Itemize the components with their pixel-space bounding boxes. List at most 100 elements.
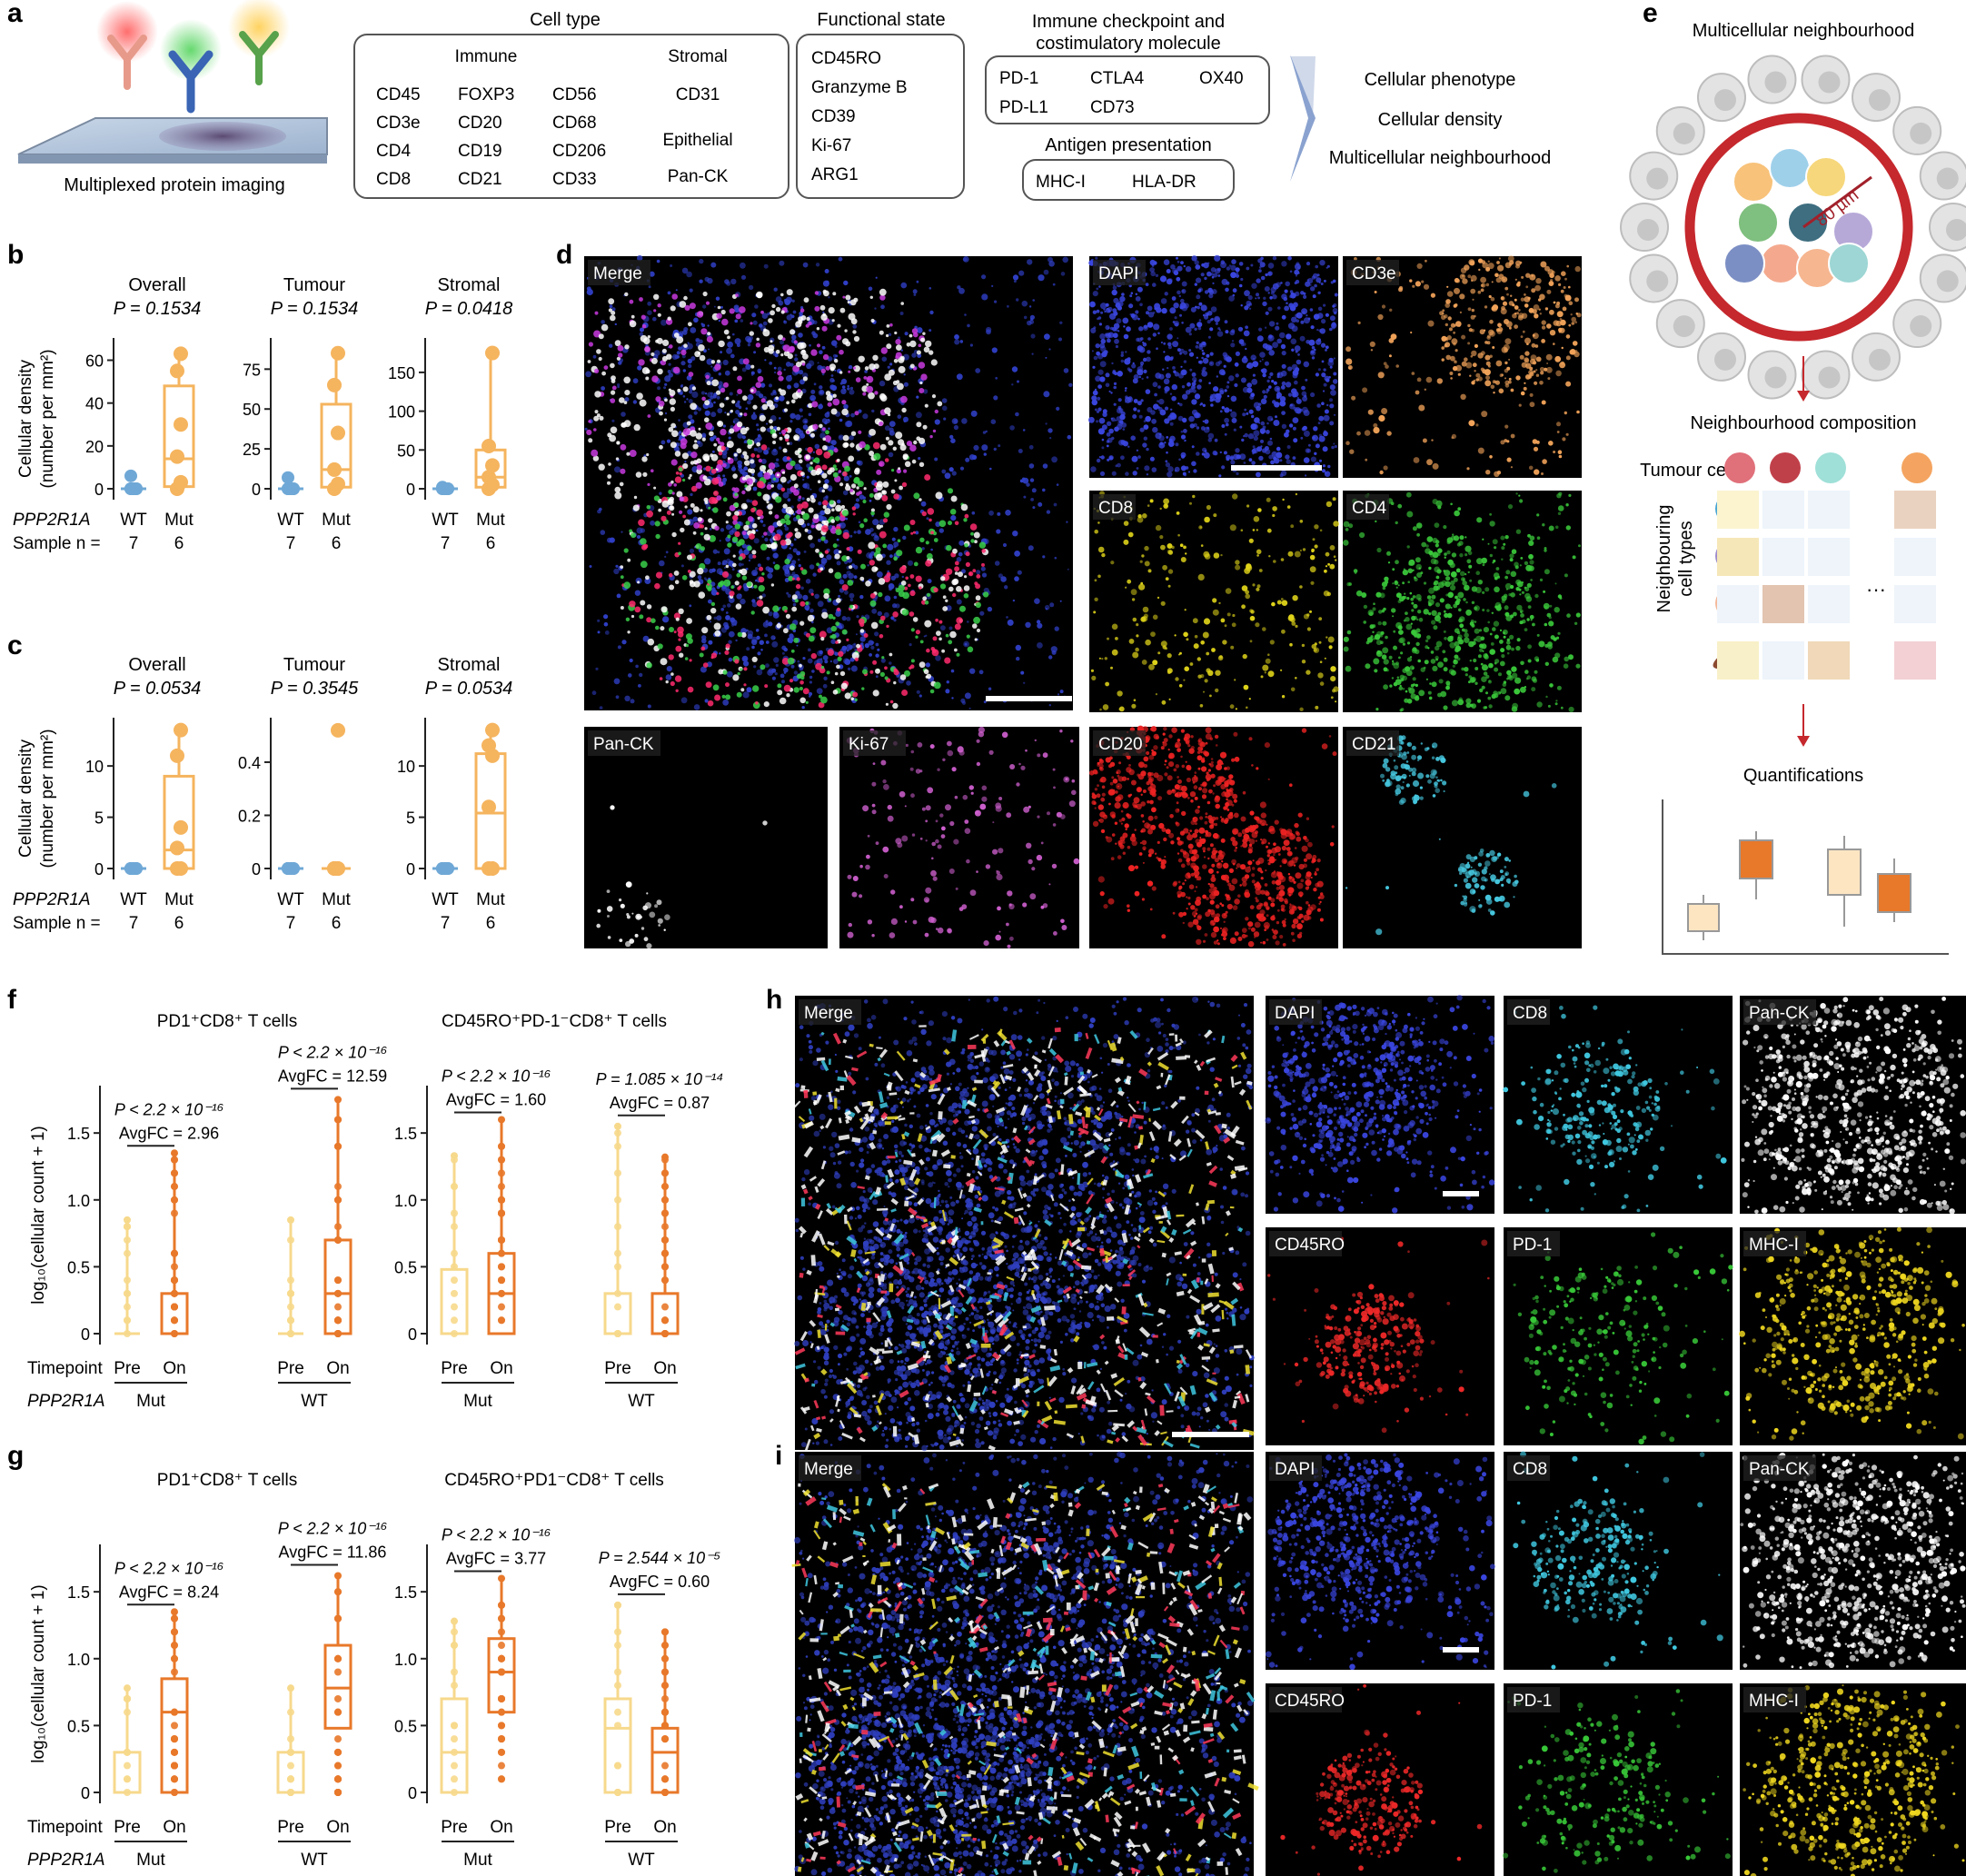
data-point [451, 1775, 458, 1782]
data-point [498, 1655, 505, 1663]
mut-point [331, 477, 345, 491]
antigen-hladr: HLA-DR [1132, 173, 1196, 192]
data-point [124, 1762, 131, 1770]
sample-label: Sample n = [13, 534, 101, 553]
p-value: P < 2.2 × 10⁻¹⁶ [442, 1525, 551, 1543]
dapi-tile-label: DAPI [1275, 1460, 1315, 1479]
data-point [451, 1276, 458, 1284]
y-axis-label: (number per mm²) [38, 349, 57, 488]
composition-title: Neighbourhood composition [1690, 413, 1916, 433]
merge-tile-label: Merge [804, 1460, 853, 1479]
stromal-heading: Stromal [668, 47, 727, 66]
sample-n: 6 [174, 914, 184, 933]
neighbouring-label-2: cell types [1676, 521, 1696, 596]
neighbour-cell [1761, 243, 1801, 283]
neighbourhood-title: Multicellular neighbourhood [1693, 21, 1915, 41]
p-value: P = 0.1534 [114, 299, 202, 319]
subplot-title: Overall [128, 275, 185, 295]
subplot-title: Stromal [438, 275, 501, 295]
data-point [451, 1290, 458, 1297]
right-title: CD45RO⁺PD1⁻CD8⁺ T cells [444, 1471, 664, 1490]
wt-point [436, 481, 449, 493]
data-point [661, 1316, 669, 1324]
group-label: WT [277, 511, 304, 530]
neighbour-cell [1724, 243, 1764, 283]
panel-label-i: i [775, 1441, 782, 1471]
data-point [451, 1304, 458, 1311]
y-tick-label: 1.0 [67, 1651, 90, 1669]
grid-cell [1894, 585, 1936, 623]
cd8-tile-label: CD8 [1513, 1460, 1547, 1479]
y-tick-label: 0 [252, 481, 261, 499]
data-point [171, 1762, 178, 1770]
panel-a: a Multiplexed protein imaging Cell type … [7, 0, 1551, 200]
cd8-tile-image [1504, 996, 1733, 1214]
cell-illustration [1621, 56, 1966, 399]
gene-group-label: WT [628, 1392, 655, 1411]
neighbour-cell [1770, 148, 1810, 188]
data-point [498, 1735, 505, 1742]
wt-point [124, 470, 137, 482]
wt-point [282, 471, 294, 484]
merge-tile-image [584, 256, 1073, 710]
group-label: Mut [322, 511, 351, 530]
mut-point [327, 462, 342, 477]
timepoint-label: Pre [114, 1818, 141, 1837]
p-value: P = 0.0534 [114, 679, 202, 699]
output-density: Cellular density [1378, 110, 1503, 130]
timepoint-label: Pre [604, 1818, 631, 1837]
y-tick-label: 0.4 [238, 754, 261, 772]
immune-marker: CD20 [458, 114, 502, 133]
data-point [614, 1762, 621, 1770]
grid-cell [1894, 641, 1936, 680]
ki67-tile-image [839, 727, 1079, 948]
quant-boxplots [1688, 831, 1911, 940]
panel-label-f: f [7, 985, 17, 1015]
cd21-tile-image [1343, 727, 1582, 948]
y-tick-label: 20 [85, 438, 104, 456]
gene-group-label: Mut [136, 1851, 165, 1870]
y-tick-label: 40 [85, 395, 104, 413]
y-tick-label: 150 [388, 364, 415, 382]
data-point [171, 1722, 178, 1729]
neighbour-cell [1806, 157, 1846, 197]
cd45ro-tile-image [1266, 1227, 1494, 1445]
sample-n: 6 [486, 534, 496, 553]
data-point [451, 1735, 458, 1742]
grid-cell [1717, 538, 1759, 576]
cd20-tile-label: CD20 [1098, 735, 1143, 754]
y-tick-label: 1.0 [394, 1651, 417, 1669]
panel-f: f log₁₀(cellular count + 1)00.51.01.5PD1… [7, 985, 723, 1411]
cd45ro-tile-label: CD45RO [1275, 1692, 1345, 1711]
tumour-cell-icon [1901, 452, 1932, 483]
neighbour-cell [1733, 162, 1773, 202]
data-point [334, 1304, 342, 1311]
subplot-title: Overall [128, 655, 185, 675]
immune-marker: CD45 [376, 85, 421, 104]
panel-b: b Cellular density (number per mm²)Overal… [7, 240, 512, 553]
ki67-tile-label: Ki-67 [849, 735, 889, 754]
p-value: P = 0.3545 [271, 679, 359, 699]
y-tick-label: 60 [85, 352, 104, 371]
y-tick-label: 5 [406, 809, 415, 828]
panck-tile-label: Pan-CK [1749, 1460, 1810, 1479]
sample-n: 7 [286, 914, 296, 933]
dapi-tile-label: DAPI [1275, 1004, 1315, 1023]
sample-n: 7 [286, 534, 296, 553]
functional-marker: CD39 [811, 107, 856, 126]
data-point [498, 1276, 505, 1284]
y-tick-label: 50 [243, 401, 261, 419]
quant-title: Quantifications [1743, 766, 1863, 786]
y-tick-label: 1.5 [67, 1583, 90, 1602]
mut-point [174, 475, 188, 490]
avg-fc: AvgFC = 0.87 [610, 1094, 710, 1112]
neighbouring-label-1: Neighbouring [1654, 505, 1674, 613]
gene-label: PPP2R1A [13, 511, 91, 530]
y-axis-label: Cellular density [16, 739, 35, 858]
pd1-tile-label: PD-1 [1513, 1692, 1552, 1711]
panel-e: e Multicellular neighbourhood 80 µm Neig… [1621, 0, 1966, 954]
panel-g: g log₁₀(cellular count + 1)00.51.01.5PD1… [7, 1441, 720, 1870]
grid-cell [1894, 538, 1936, 576]
p-value: P = 0.0534 [425, 679, 513, 699]
data-point [334, 1709, 342, 1716]
